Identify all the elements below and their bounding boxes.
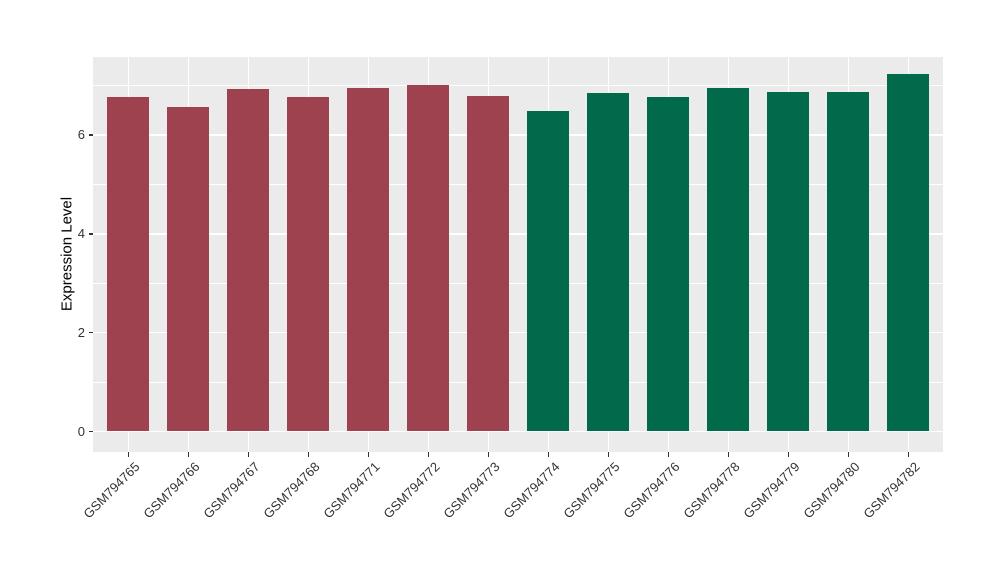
gridline-y-minor-1 xyxy=(93,381,943,383)
plot-panel xyxy=(93,57,943,452)
x-tick-label-text: GSM794780 xyxy=(800,459,863,522)
bar-GSM794775 xyxy=(587,93,630,432)
x-tick-label-text: GSM794771 xyxy=(320,459,383,522)
bar-GSM794774 xyxy=(527,110,570,432)
x-tick-label-text: GSM794776 xyxy=(620,459,683,522)
x-tick-mark-GSM794773 xyxy=(487,452,490,457)
y-tick-label-6: 6 xyxy=(77,127,85,143)
x-tick-mark-GSM794772 xyxy=(427,452,430,457)
bar-GSM794765 xyxy=(107,97,150,432)
x-tick-label-text: GSM794773 xyxy=(440,459,503,522)
x-tick-mark-GSM794768 xyxy=(307,452,310,457)
bar-GSM794776 xyxy=(647,97,690,432)
x-tick-mark-GSM794782 xyxy=(907,452,910,457)
x-tick-mark-GSM794774 xyxy=(547,452,550,457)
y-tick-mark-0 xyxy=(88,430,93,433)
x-tick-mark-GSM794778 xyxy=(727,452,730,457)
x-tick-label-text: GSM794766 xyxy=(140,459,203,522)
x-tick-label-text: GSM794775 xyxy=(560,459,623,522)
bar-GSM794768 xyxy=(287,97,330,432)
bar-GSM794778 xyxy=(707,88,750,432)
bar-GSM794780 xyxy=(827,92,870,432)
gridline-y-6 xyxy=(93,134,943,136)
bar-GSM794767 xyxy=(227,89,270,432)
bar-GSM794773 xyxy=(467,96,510,432)
x-tick-mark-GSM794780 xyxy=(847,452,850,457)
x-tick-label-text: GSM794768 xyxy=(260,459,323,522)
gridline-y-minor-3 xyxy=(93,282,943,284)
y-tick-mark-6 xyxy=(88,134,93,136)
x-tick-label-text: GSM794772 xyxy=(380,459,443,522)
x-tick-mark-GSM794766 xyxy=(187,452,190,457)
x-tick-mark-GSM794776 xyxy=(667,452,670,457)
x-tick-mark-GSM794775 xyxy=(607,452,610,457)
x-tick-label-text: GSM794767 xyxy=(200,459,263,522)
y-tick-label-4: 4 xyxy=(77,225,85,241)
bar-GSM794772 xyxy=(407,85,450,432)
y-tick-mark-2 xyxy=(88,331,93,334)
bar-GSM794766 xyxy=(167,106,210,432)
gridline-y-0 xyxy=(93,430,943,433)
y-tick-label-2: 2 xyxy=(77,324,85,340)
x-tick-label-text: GSM794779 xyxy=(740,459,803,522)
y-tick-mark-4 xyxy=(88,233,93,235)
x-tick-label-text: GSM794782 xyxy=(860,459,923,522)
x-tick-mark-GSM794767 xyxy=(247,452,250,457)
x-tick-mark-GSM794779 xyxy=(787,452,790,457)
gridline-y-4 xyxy=(93,233,943,235)
gridline-y-minor-5 xyxy=(93,184,943,185)
x-tick-label-text: GSM794765 xyxy=(80,459,143,522)
bar-GSM794782 xyxy=(887,74,930,432)
x-tick-label-text: GSM794778 xyxy=(680,459,743,522)
x-tick-mark-GSM794771 xyxy=(367,452,370,457)
y-tick-label-0: 0 xyxy=(77,423,85,439)
bar-GSM794779 xyxy=(767,91,810,432)
gridline-y-minor-7 xyxy=(93,85,943,87)
x-tick-label-text: GSM794774 xyxy=(500,459,563,522)
y-axis-title-text: Expression Level xyxy=(58,196,76,312)
gridline-y-2 xyxy=(93,331,943,334)
x-tick-mark-GSM794765 xyxy=(127,452,130,457)
bar-GSM794771 xyxy=(347,88,390,432)
